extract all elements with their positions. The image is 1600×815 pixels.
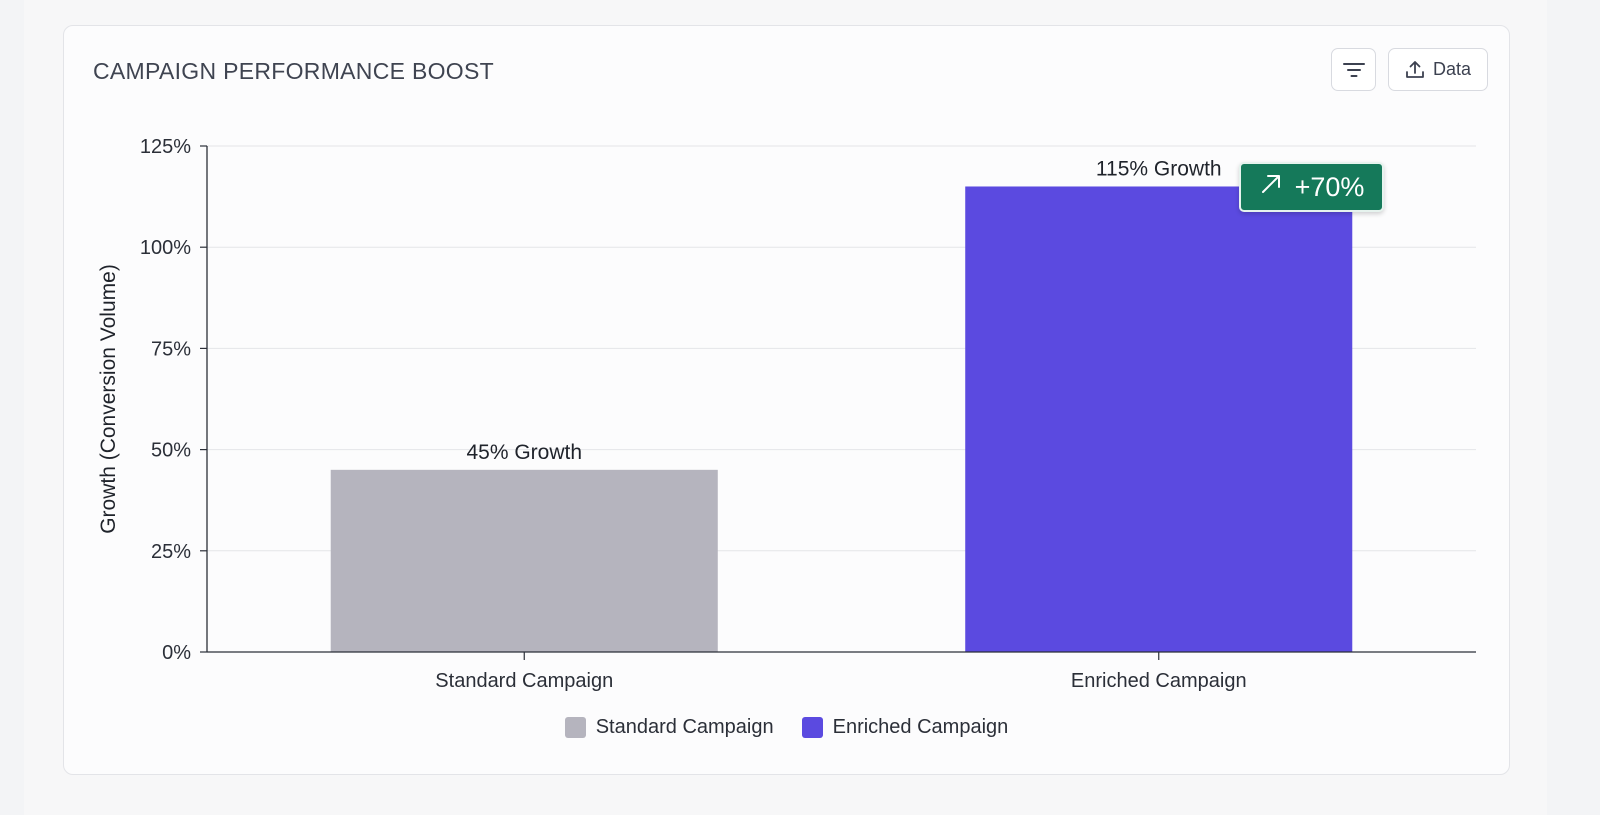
chart-card: CAMPAIGN PERFORMANCE BOOST Data 0% 25% 50%… [63, 25, 1510, 775]
bar-standard-campaign [330, 469, 718, 652]
chart-legend: Standard Campaign Enriched Campaign [64, 716, 1509, 739]
bar-chart: 0% 25% 50% 75% 100% 125% Growth (Conversion Vo… [97, 136, 1476, 692]
x-tick-label: Enriched Campaign [1071, 670, 1247, 692]
legend-swatch [801, 717, 823, 738]
y-tick-label: 50% [151, 440, 191, 462]
y-axis-title: Growth (Conversion Volume) [97, 264, 120, 534]
y-tick-label: 100% [140, 237, 191, 259]
y-tick-label: 25% [151, 541, 191, 563]
x-tick-label: Standard Campaign [435, 670, 613, 692]
filter-button[interactable] [1331, 48, 1376, 91]
y-tick-label: 0% [162, 642, 191, 664]
legend-swatch [564, 717, 586, 738]
legend-item: Enriched Campaign [801, 716, 1009, 739]
legend-item: Standard Campaign [564, 716, 774, 739]
arrow-up-right-icon [1259, 172, 1283, 203]
bar-data-label: 45% Growth [466, 441, 582, 464]
growth-delta-label: +70% [1294, 171, 1365, 202]
upload-icon [1405, 60, 1425, 80]
bar-enriched-campaign [965, 186, 1353, 653]
legend-label: Enriched Campaign [832, 716, 1009, 738]
data-button-label: Data [1432, 59, 1472, 79]
filter-lines-icon [1342, 61, 1365, 79]
growth-delta-badge: +70% [1239, 162, 1384, 212]
card-title: CAMPAIGN PERFORMANCE BOOST [93, 58, 494, 84]
y-tick-label: 125% [140, 136, 191, 158]
bar-data-label: 115% Growth [1096, 157, 1222, 180]
data-export-button[interactable]: Data [1388, 48, 1488, 91]
y-tick-label: 75% [151, 338, 191, 360]
legend-label: Standard Campaign [595, 716, 774, 738]
